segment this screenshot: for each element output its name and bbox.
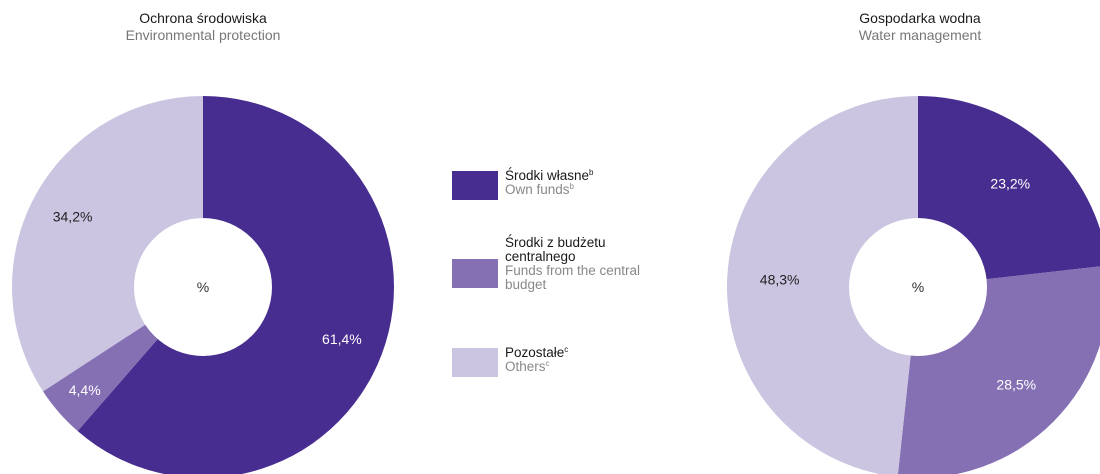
chart-title-environmental: Ochrona środowiska Environmental protect… bbox=[53, 10, 353, 44]
pie-center-label-environmental: % bbox=[197, 279, 209, 295]
legend-label-en: Funds from the central budget bbox=[505, 263, 641, 292]
slice-label-environmental-central-budget: 4,4% bbox=[69, 382, 101, 398]
legend-swatch-own-funds bbox=[452, 171, 498, 200]
chart-title-pl: Ochrona środowiska bbox=[139, 10, 267, 26]
pie-hole-water bbox=[849, 218, 987, 356]
legend-label-en: Othersc bbox=[505, 359, 550, 374]
slice-label-environmental-others: 34,2% bbox=[53, 208, 93, 224]
legend-swatch-others bbox=[452, 348, 498, 377]
pie-hole-environmental bbox=[134, 218, 272, 356]
chart-title-water: Gospodarka wodna Water management bbox=[770, 10, 1070, 44]
slice-label-water-central-budget: 28,5% bbox=[996, 377, 1036, 393]
legend-text: Środki z budżetu centralnego Funds from … bbox=[505, 236, 645, 292]
legend-text: Pozostałec Othersc bbox=[505, 346, 690, 374]
legend-text: Środki własneb Own fundsb bbox=[505, 169, 690, 197]
chart-title-pl: Gospodarka wodna bbox=[859, 10, 981, 26]
pie-center-label-water: % bbox=[912, 279, 924, 295]
pie-slice-water-others bbox=[727, 96, 918, 474]
legend-label-pl: Środki z budżetu centralnego bbox=[505, 235, 606, 264]
slice-label-water-others: 48,3% bbox=[760, 272, 800, 288]
legend-label-pl: Środki własneb bbox=[505, 168, 594, 183]
chart-subtitle-en: Environmental protection bbox=[125, 27, 281, 43]
legend-label-en: Own fundsb bbox=[505, 182, 574, 197]
slice-label-environmental-own-funds: 61,4% bbox=[322, 331, 362, 347]
chart-subtitle-en: Water management bbox=[858, 27, 982, 43]
legend-label-pl: Pozostałec bbox=[505, 345, 569, 360]
slice-label-water-own-funds: 23,2% bbox=[990, 176, 1030, 192]
legend-swatch-central-budget bbox=[452, 259, 498, 288]
